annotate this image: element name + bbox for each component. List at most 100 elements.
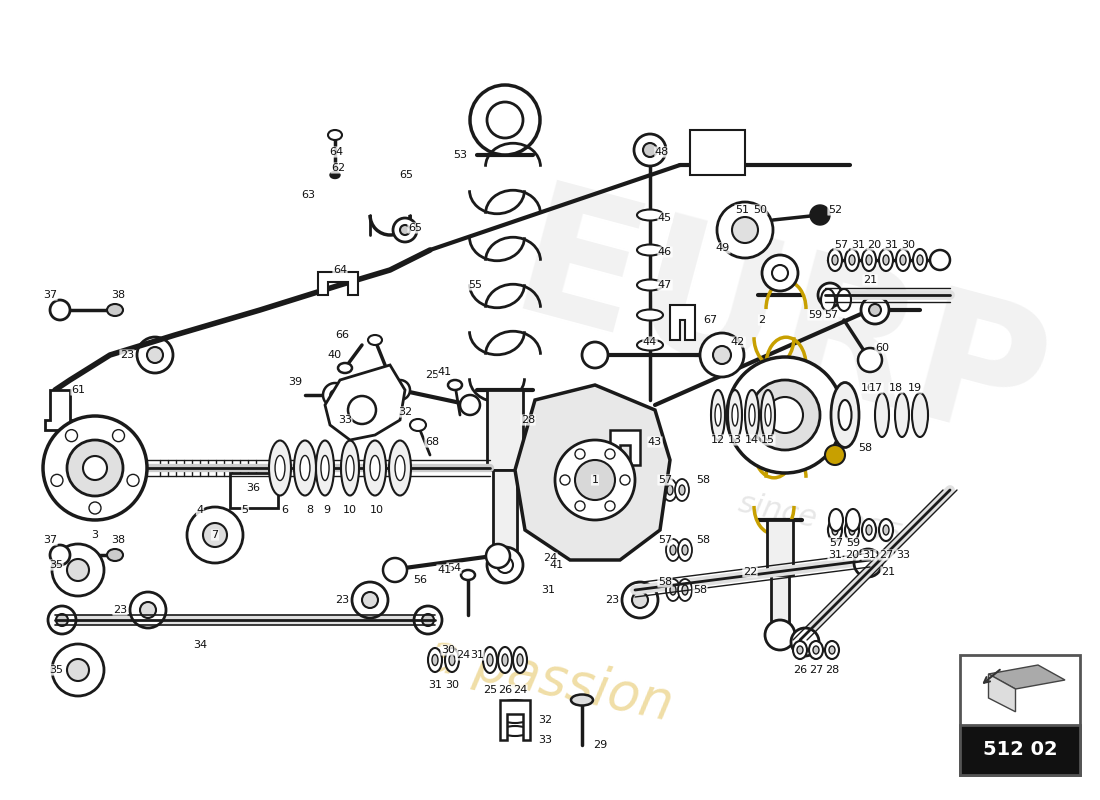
Text: 9: 9: [323, 505, 331, 515]
Circle shape: [556, 440, 635, 520]
Text: 21: 21: [881, 567, 895, 577]
Ellipse shape: [663, 479, 676, 501]
Text: 57: 57: [658, 535, 672, 545]
Ellipse shape: [321, 455, 329, 481]
Text: 41: 41: [437, 565, 451, 575]
Text: 31: 31: [541, 585, 556, 595]
Ellipse shape: [637, 339, 663, 350]
Circle shape: [330, 390, 340, 400]
Text: 30: 30: [441, 645, 455, 655]
Text: 10: 10: [370, 505, 384, 515]
Text: 59: 59: [846, 538, 860, 548]
Text: 24: 24: [543, 553, 557, 563]
Ellipse shape: [678, 539, 692, 561]
Circle shape: [126, 474, 139, 486]
Ellipse shape: [682, 585, 688, 595]
Circle shape: [67, 440, 123, 496]
Text: 49: 49: [716, 243, 730, 253]
Ellipse shape: [917, 255, 923, 265]
Text: 26: 26: [793, 665, 807, 675]
Circle shape: [582, 342, 608, 368]
Text: 23: 23: [120, 350, 134, 360]
Ellipse shape: [448, 380, 462, 390]
Ellipse shape: [675, 479, 689, 501]
Polygon shape: [989, 665, 1065, 689]
Ellipse shape: [728, 390, 743, 440]
Text: 48: 48: [654, 147, 669, 157]
Text: 41: 41: [549, 560, 563, 570]
Circle shape: [48, 606, 76, 634]
Circle shape: [204, 523, 227, 547]
Circle shape: [702, 342, 728, 368]
Circle shape: [750, 380, 820, 450]
Text: 42: 42: [730, 337, 745, 347]
Ellipse shape: [341, 441, 359, 495]
Text: 52: 52: [828, 205, 843, 215]
Bar: [487, 390, 522, 470]
Text: 57: 57: [829, 538, 843, 548]
Text: 31: 31: [428, 680, 442, 690]
Ellipse shape: [364, 441, 386, 495]
Bar: [690, 130, 745, 175]
Circle shape: [67, 559, 89, 581]
Text: 35: 35: [50, 560, 63, 570]
Circle shape: [854, 549, 882, 577]
Text: 19: 19: [908, 383, 922, 393]
Circle shape: [560, 475, 570, 485]
Circle shape: [43, 416, 147, 520]
Text: 39: 39: [288, 377, 302, 387]
Circle shape: [700, 333, 744, 377]
Circle shape: [634, 134, 665, 166]
Ellipse shape: [895, 393, 909, 437]
Circle shape: [470, 85, 540, 155]
Ellipse shape: [316, 441, 334, 495]
Ellipse shape: [637, 310, 663, 321]
Text: 27: 27: [879, 550, 893, 560]
Ellipse shape: [913, 249, 927, 271]
Circle shape: [791, 628, 820, 656]
Circle shape: [497, 557, 513, 573]
Text: 54: 54: [447, 563, 461, 573]
Circle shape: [67, 659, 89, 681]
Text: 68: 68: [425, 437, 439, 447]
Ellipse shape: [351, 427, 365, 437]
Ellipse shape: [107, 304, 123, 316]
Text: 18: 18: [889, 383, 903, 393]
Text: 57: 57: [834, 240, 848, 250]
Text: 23: 23: [334, 595, 349, 605]
Text: 32: 32: [538, 715, 552, 725]
Text: 65: 65: [399, 170, 412, 180]
Ellipse shape: [370, 455, 379, 481]
Circle shape: [727, 357, 843, 473]
Text: 66: 66: [336, 330, 349, 340]
Ellipse shape: [107, 549, 123, 561]
Ellipse shape: [711, 390, 725, 440]
Text: 50: 50: [754, 205, 767, 215]
Ellipse shape: [813, 646, 820, 654]
Ellipse shape: [749, 404, 755, 426]
Ellipse shape: [845, 249, 859, 271]
Circle shape: [762, 255, 798, 291]
Ellipse shape: [866, 525, 872, 535]
Ellipse shape: [345, 455, 354, 481]
Circle shape: [644, 143, 657, 157]
Circle shape: [422, 614, 435, 626]
Text: 7: 7: [211, 530, 219, 540]
Circle shape: [112, 430, 124, 442]
Polygon shape: [515, 385, 670, 560]
Ellipse shape: [838, 400, 851, 430]
Circle shape: [66, 430, 77, 442]
Circle shape: [575, 449, 585, 459]
Text: 27: 27: [808, 665, 823, 675]
Ellipse shape: [821, 289, 835, 311]
Ellipse shape: [500, 726, 529, 736]
Ellipse shape: [732, 404, 738, 426]
Text: 60: 60: [874, 343, 889, 353]
Ellipse shape: [500, 713, 529, 723]
Ellipse shape: [798, 646, 803, 654]
Text: 46: 46: [658, 247, 672, 257]
Ellipse shape: [828, 519, 842, 541]
Circle shape: [861, 296, 889, 324]
Circle shape: [89, 502, 101, 514]
Ellipse shape: [900, 255, 906, 265]
